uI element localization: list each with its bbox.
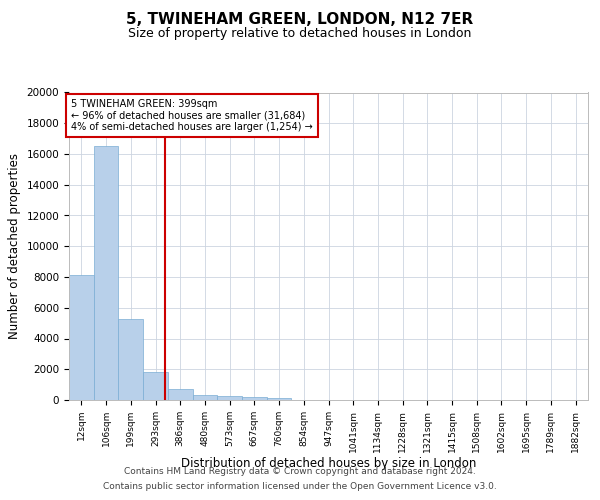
Bar — [193, 394, 217, 400]
Bar — [168, 389, 193, 400]
Text: Size of property relative to detached houses in London: Size of property relative to detached ho… — [128, 28, 472, 40]
Bar — [94, 146, 118, 400]
Bar — [118, 318, 143, 400]
Bar — [143, 372, 168, 400]
Text: 5, TWINEHAM GREEN, LONDON, N12 7ER: 5, TWINEHAM GREEN, LONDON, N12 7ER — [127, 12, 473, 28]
Bar — [267, 398, 292, 400]
Text: Contains public sector information licensed under the Open Government Licence v3: Contains public sector information licen… — [103, 482, 497, 491]
Bar — [242, 397, 267, 400]
X-axis label: Distribution of detached houses by size in London: Distribution of detached houses by size … — [181, 458, 476, 470]
Bar — [217, 396, 242, 400]
Text: Contains HM Land Registry data © Crown copyright and database right 2024.: Contains HM Land Registry data © Crown c… — [124, 467, 476, 476]
Y-axis label: Number of detached properties: Number of detached properties — [8, 153, 21, 339]
Bar — [69, 276, 94, 400]
Text: 5 TWINEHAM GREEN: 399sqm
← 96% of detached houses are smaller (31,684)
4% of sem: 5 TWINEHAM GREEN: 399sqm ← 96% of detach… — [71, 98, 313, 132]
